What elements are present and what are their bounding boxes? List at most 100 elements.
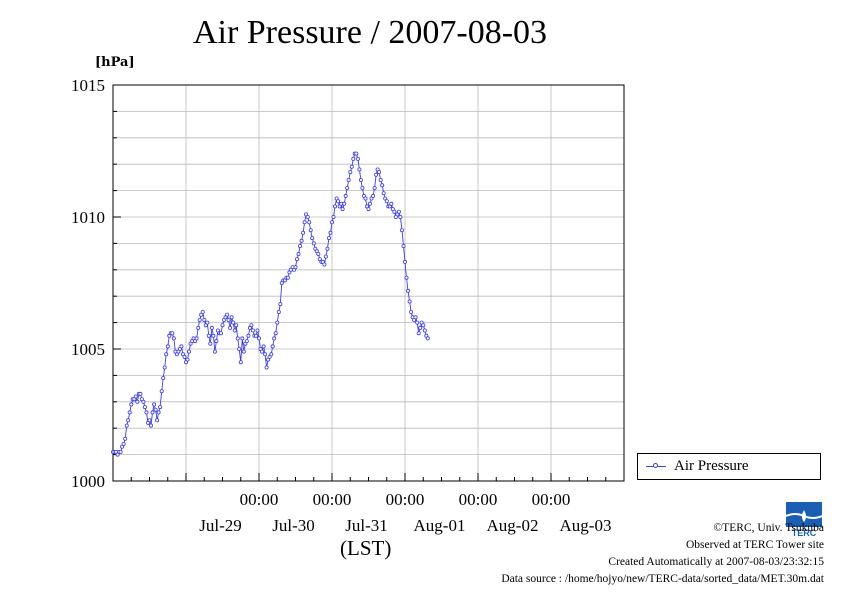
x-tick-time-label: 00:00 <box>459 490 498 509</box>
grid-layer <box>113 85 624 481</box>
data-point <box>331 214 336 219</box>
data-point <box>273 331 278 336</box>
data-point <box>264 365 269 370</box>
data-point <box>418 325 423 330</box>
data-point <box>355 156 360 161</box>
data-point <box>228 325 233 330</box>
data-point <box>322 262 327 267</box>
data-source-text: Data source : /home/hojyo/new/TERC-data/… <box>501 573 824 585</box>
legend-label: Air Pressure <box>674 458 749 474</box>
data-point <box>416 331 421 336</box>
data-point <box>329 220 334 225</box>
data-point <box>147 418 152 423</box>
legend-point-marker <box>653 463 658 468</box>
y-tick-label: 1005 <box>71 340 105 359</box>
data-point <box>421 323 426 328</box>
data-point <box>310 236 315 241</box>
data-point <box>249 323 254 328</box>
data-point <box>259 349 264 354</box>
data-point <box>171 336 176 341</box>
data-point <box>127 410 132 415</box>
data-point <box>325 246 330 251</box>
data-point <box>392 209 397 214</box>
data-point <box>179 344 184 349</box>
data-point <box>234 323 239 328</box>
data-point <box>118 449 123 454</box>
data-point <box>256 336 261 341</box>
observed-site-text: Observed at TERC Tower site <box>685 539 824 551</box>
data-point <box>398 214 403 219</box>
data-point <box>358 177 363 182</box>
x-axis-label: (LST) <box>340 536 392 560</box>
data-point <box>185 357 190 362</box>
data-point <box>285 275 290 280</box>
data-point <box>367 201 372 206</box>
data-point <box>311 241 316 246</box>
data-point <box>148 423 153 428</box>
x-tick-date-label: Aug-03 <box>560 516 612 535</box>
data-point <box>126 418 131 423</box>
plot-frame <box>112 84 625 482</box>
x-tick-date-label: Aug-02 <box>487 516 539 535</box>
data-point <box>402 259 407 264</box>
data-point <box>226 317 231 322</box>
data-point <box>413 315 418 320</box>
data-point <box>296 251 301 256</box>
data-point <box>241 349 246 354</box>
y-tick-label: 1010 <box>71 208 105 227</box>
data-point <box>200 309 205 314</box>
data-point <box>170 331 175 336</box>
data-point <box>194 336 199 341</box>
data-point <box>349 164 354 169</box>
created-timestamp-text: Created Automatically at 2007-08-03/23:3… <box>608 556 824 568</box>
data-point <box>138 391 143 396</box>
data-point <box>211 333 216 338</box>
axis-layer: 1000 1005 1010 1015 00:00 00:00 00:00 00:00 00:0… <box>71 76 625 535</box>
data-point <box>214 339 219 344</box>
data-point <box>150 410 155 415</box>
data-point <box>293 265 298 270</box>
data-point <box>340 207 345 212</box>
chart-title: Air Pressure / 2007-08-03 <box>192 14 548 51</box>
data-point <box>380 183 385 188</box>
series-layer <box>111 151 430 457</box>
data-point <box>323 254 328 259</box>
data-point <box>133 394 138 399</box>
data-point <box>308 228 313 233</box>
data-point <box>326 236 331 241</box>
data-point <box>276 309 281 314</box>
data-point <box>121 441 126 446</box>
data-point <box>381 191 386 196</box>
data-point <box>155 418 160 423</box>
y-tick-label: 1000 <box>71 472 105 491</box>
terc-logo: TERC <box>786 502 822 538</box>
data-point <box>153 407 158 412</box>
data-point <box>404 275 409 280</box>
data-point <box>225 312 230 317</box>
data-point <box>186 349 191 354</box>
data-point <box>206 333 211 338</box>
data-point <box>240 336 245 341</box>
data-point <box>161 375 166 380</box>
data-point <box>357 167 362 172</box>
data-point <box>232 328 237 333</box>
x-tick-date-label: Aug-01 <box>414 516 466 535</box>
data-point <box>316 251 321 256</box>
data-point <box>182 354 187 359</box>
x-tick-time-label: 00:00 <box>313 490 352 509</box>
data-point <box>299 238 304 243</box>
data-point <box>196 325 201 330</box>
data-point <box>209 325 214 330</box>
data-point <box>298 243 303 248</box>
data-point <box>244 339 249 344</box>
data-point <box>165 344 170 349</box>
data-point <box>123 436 128 441</box>
data-point <box>354 151 359 156</box>
data-point <box>237 346 242 351</box>
data-point <box>272 336 277 341</box>
data-point <box>129 402 134 407</box>
svg-text:TERC: TERC <box>792 528 817 538</box>
data-point <box>235 336 240 341</box>
data-point <box>158 405 163 410</box>
x-tick-time-label: 00:00 <box>240 490 279 509</box>
